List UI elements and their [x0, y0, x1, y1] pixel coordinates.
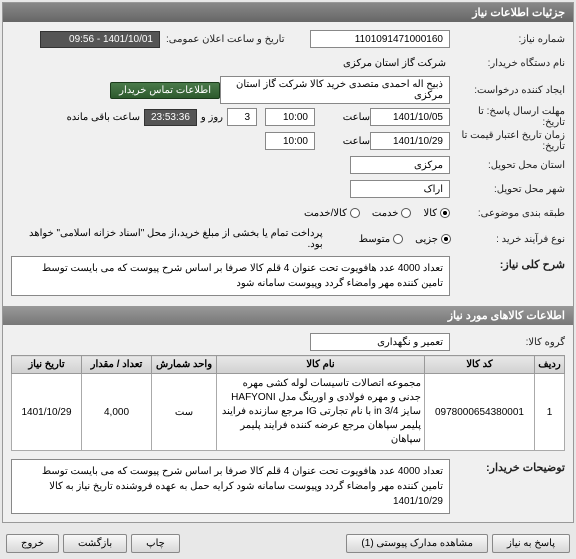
contact-buyer-button[interactable]: اطلاعات تماس خریدار — [110, 82, 220, 99]
footer-bar: پاسخ به نیاز مشاهده مدارک پیوستی (1) چاپ… — [2, 530, 574, 557]
table-row[interactable]: 1 0978000654380001 مجموعه اتصالات تاسیسا… — [12, 374, 565, 451]
radio-service[interactable]: خدمت — [372, 208, 412, 219]
deadline-date: 1401/10/05 — [370, 108, 450, 126]
cell-qty: 4,000 — [82, 374, 152, 451]
province-label: استان محل تحویل: — [450, 160, 565, 171]
need-no-label: شماره نیاز: — [450, 34, 565, 45]
group-value: تعمیر و نگهداری — [310, 333, 450, 351]
category-label: طبقه بندی موضوعی: — [450, 208, 565, 219]
city-label: شهر محل تحویل: — [450, 184, 565, 195]
col-code: کد کالا — [425, 356, 535, 374]
deadline-label: مهلت ارسال پاسخ: تا تاریخ: — [450, 106, 565, 128]
countdown-value: 23:53:36 — [144, 109, 197, 126]
col-qty: تعداد / مقدار — [82, 356, 152, 374]
cell-idx: 1 — [535, 374, 565, 451]
attachments-button[interactable]: مشاهده مدارک پیوستی (1) — [346, 534, 488, 553]
announce-label: تاریخ و ساعت اعلان عمومی: — [160, 34, 310, 45]
group-label: گروه کالا: — [450, 337, 565, 348]
valid-date: 1401/10/29 — [370, 132, 450, 150]
col-idx: ردیف — [535, 356, 565, 374]
payment-note: پرداخت تمام یا بخشی از مبلغ خرید،از محل … — [11, 226, 327, 252]
time-label-1: ساعت — [315, 112, 370, 123]
creator-value: ذبیح اله احمدی متصدی خرید کالا شرکت گاز … — [220, 76, 450, 104]
announce-value: 1401/10/01 - 09:56 — [40, 31, 160, 48]
valid-time: 10:00 — [265, 132, 315, 150]
items-table: ردیف کد کالا نام کالا واحد شمارش تعداد /… — [11, 355, 565, 451]
cell-unit: ست — [152, 374, 217, 451]
deadline-time: 10:00 — [265, 108, 315, 126]
cell-date: 1401/10/29 — [12, 374, 82, 451]
need-no-value: 1101091471000160 — [310, 30, 450, 48]
buyer-label: نام دستگاه خریدار: — [450, 58, 565, 69]
time-label-2: ساعت — [315, 136, 370, 147]
creator-label: ایجاد کننده درخواست: — [450, 85, 565, 96]
cell-name: مجموعه اتصالات تاسیسات لوله کشی مهره جدن… — [217, 374, 425, 451]
days-label: روز و — [197, 110, 227, 125]
radio-goods[interactable]: کالا — [423, 208, 450, 219]
print-button[interactable]: چاپ — [131, 534, 180, 553]
desc-label: شرح کلی نیاز: — [450, 254, 565, 275]
buyer-notes-text: تعداد 4000 عدد هافویوت تحت عنوان 4 قلم ک… — [11, 459, 450, 514]
respond-button[interactable]: پاسخ به نیاز — [492, 534, 570, 553]
valid-label: زمان تاریخ اعتبار قیمت تا تاریخ: — [450, 130, 565, 152]
desc-text: تعداد 4000 عدد هافویوت تحت عنوان 4 قلم ک… — [11, 256, 450, 296]
province-value: مرکزی — [350, 156, 450, 174]
col-unit: واحد شمارش — [152, 356, 217, 374]
process-label: نوع فرآیند خرید : — [451, 234, 565, 245]
cell-code: 0978000654380001 — [425, 374, 535, 451]
days-value: 3 — [227, 108, 257, 126]
remain-label: ساعت باقی مانده — [63, 110, 144, 125]
buyer-value: شرکت گاز استان مرکزی — [339, 56, 450, 71]
city-value: اراک — [350, 180, 450, 198]
back-button[interactable]: بازگشت — [63, 534, 127, 553]
col-name: نام کالا — [217, 356, 425, 374]
exit-button[interactable]: خروج — [6, 534, 59, 553]
radio-both[interactable]: کالا/خدمت — [304, 208, 360, 219]
radio-low[interactable]: جزیی — [415, 234, 451, 245]
items-header: اطلاعات کالاهای مورد نیاز — [3, 306, 573, 325]
radio-mid[interactable]: متوسط — [359, 234, 403, 245]
buyer-notes-label: توضیحات خریدار: — [450, 457, 565, 478]
panel-title: جزئیات اطلاعات نیاز — [3, 3, 573, 22]
col-date: تاریخ نیاز — [12, 356, 82, 374]
